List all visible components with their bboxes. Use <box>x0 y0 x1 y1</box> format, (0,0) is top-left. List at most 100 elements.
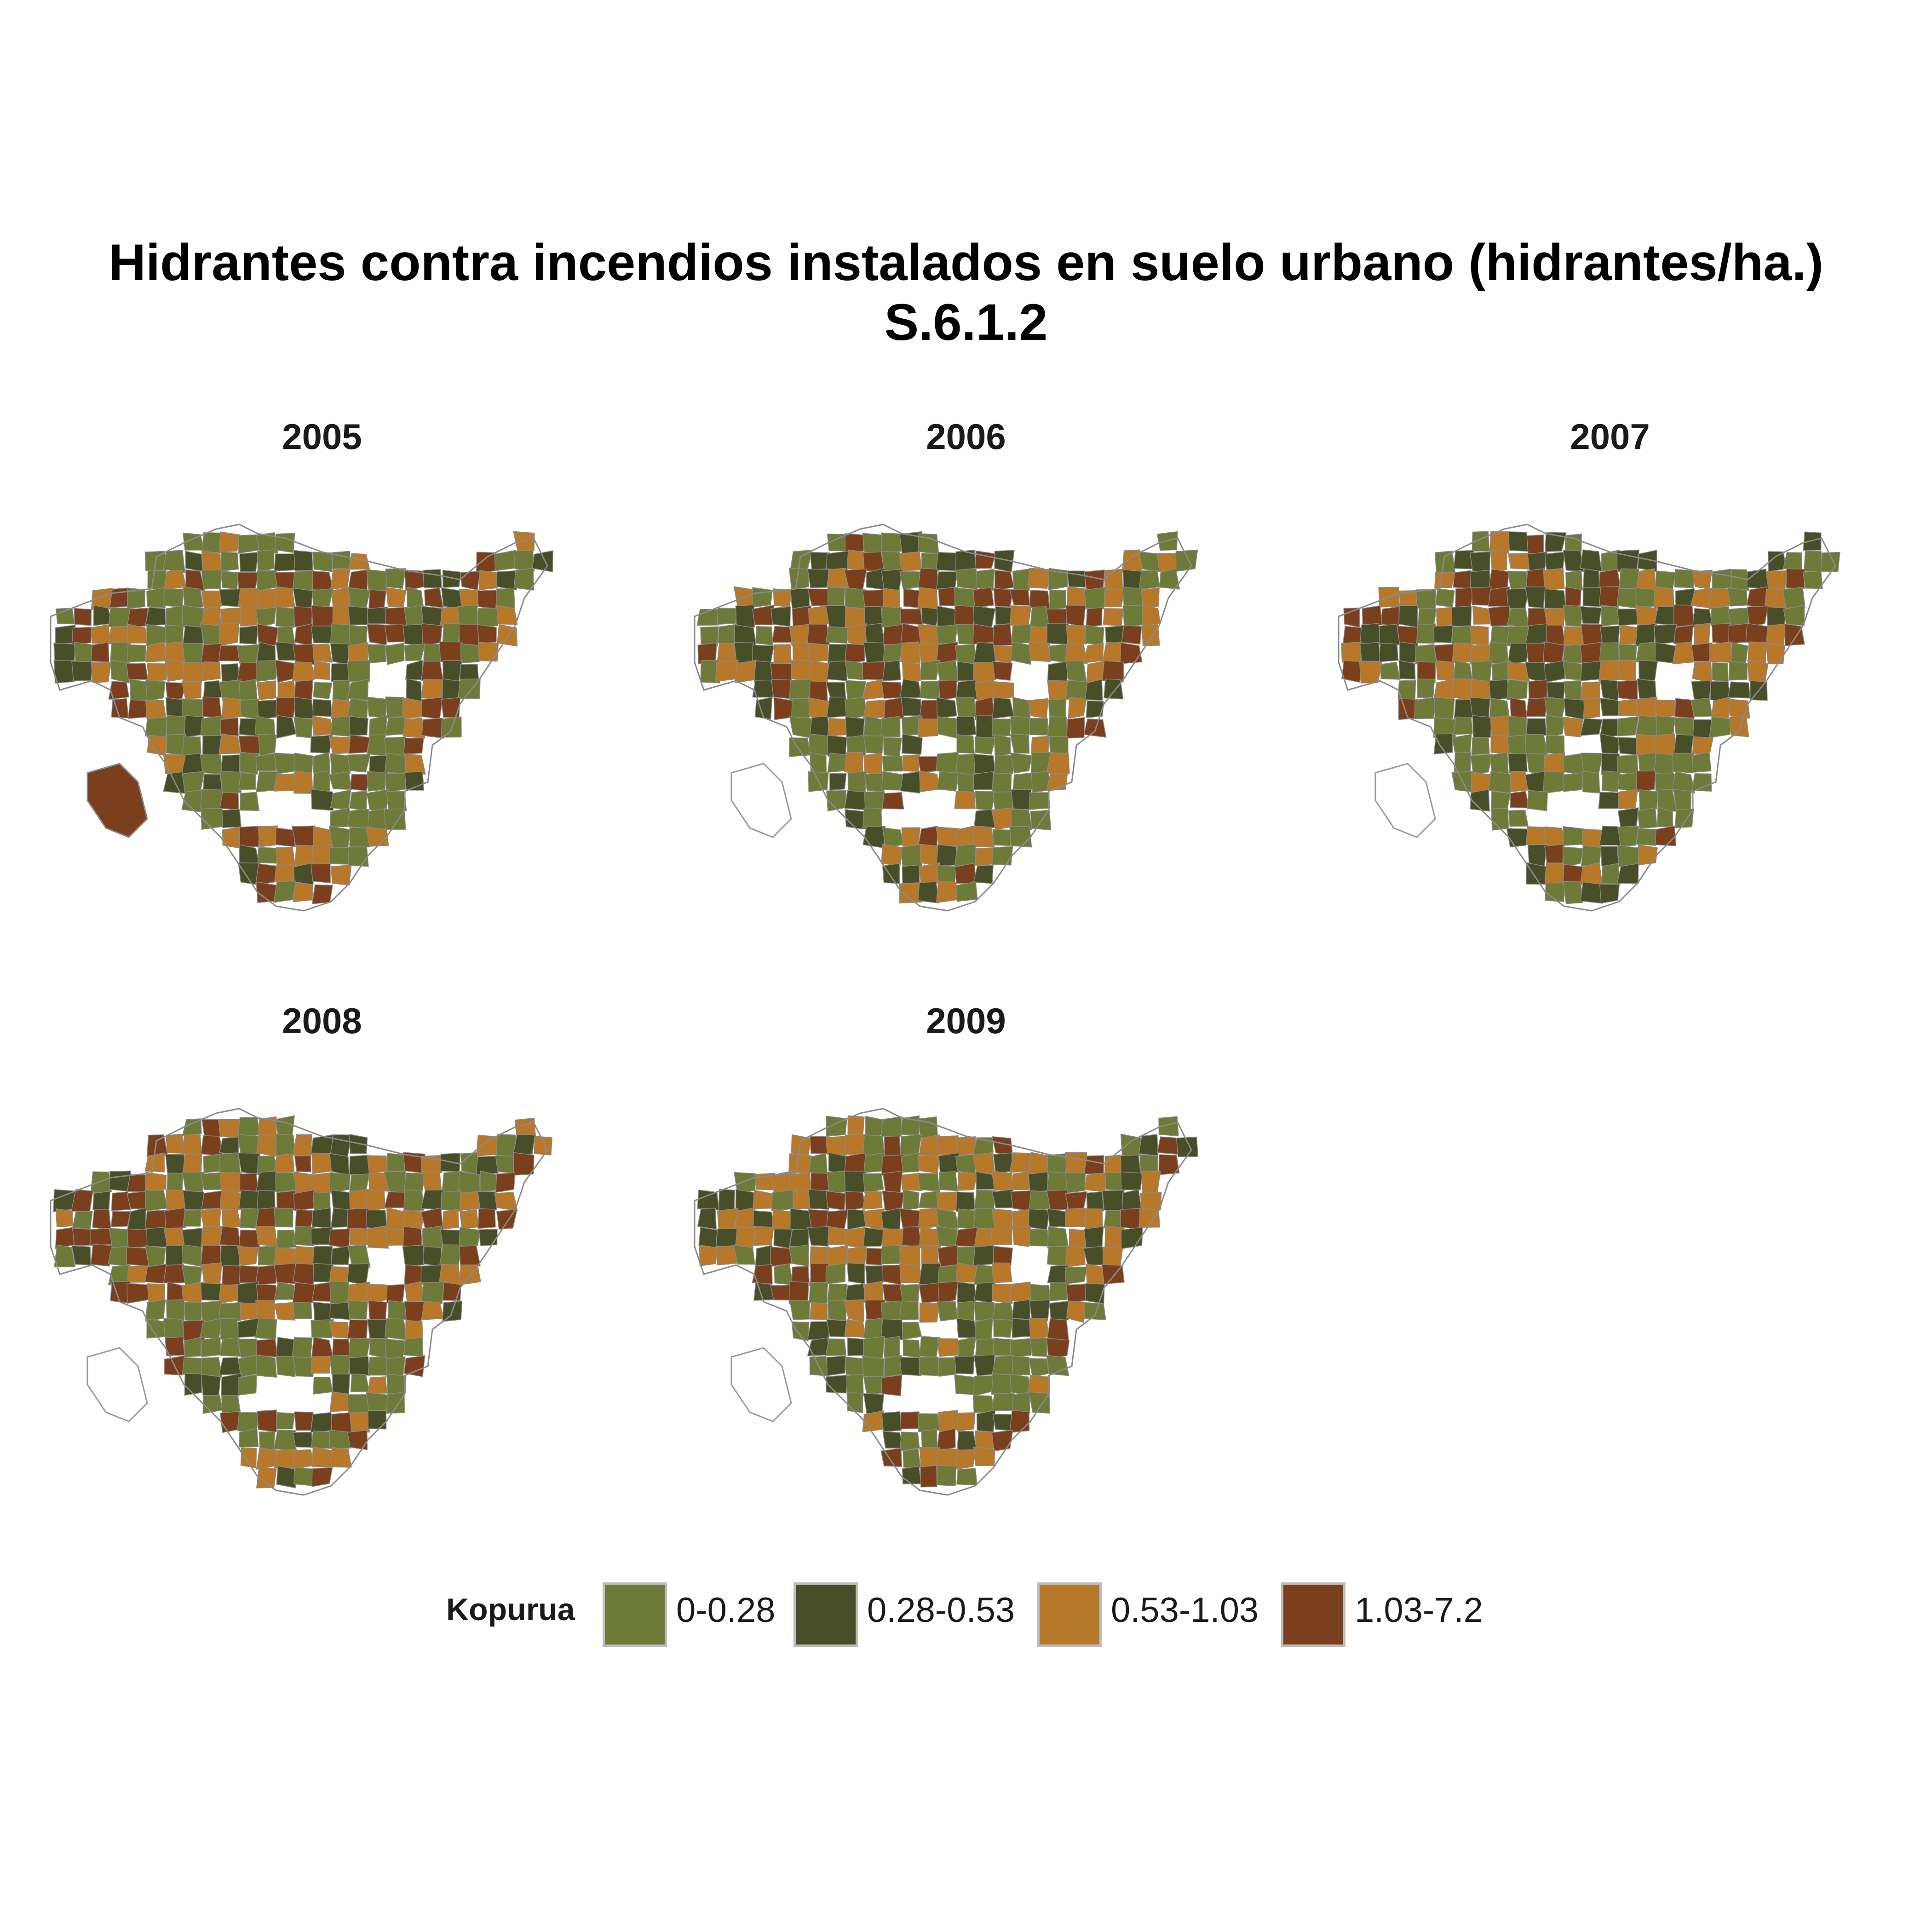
municipality-region <box>936 697 957 719</box>
municipality-region <box>183 1152 202 1173</box>
municipality-region <box>1158 1154 1180 1175</box>
municipality-region <box>1083 1246 1105 1266</box>
municipality-region <box>1012 1225 1032 1247</box>
municipality-region <box>183 586 204 610</box>
municipality-region <box>992 697 1014 719</box>
municipality-region <box>330 568 351 590</box>
municipality-region <box>276 847 296 867</box>
municipality-region <box>1359 623 1382 645</box>
municipality-region <box>1581 770 1600 794</box>
municipality-region <box>1083 642 1104 663</box>
municipality-region <box>127 587 146 610</box>
municipality-region <box>1398 605 1418 628</box>
municipality-region <box>862 661 885 680</box>
municipality-region <box>899 882 923 904</box>
municipality-region <box>825 1263 846 1284</box>
municipality-region <box>1653 586 1674 610</box>
municipality-region <box>257 699 278 720</box>
municipality-region <box>1506 607 1530 628</box>
municipality-region <box>163 549 185 573</box>
municipality-region <box>809 1282 828 1305</box>
municipality-region <box>53 643 76 663</box>
municipality-region <box>1675 808 1694 828</box>
municipality-region <box>367 696 387 719</box>
municipality-region <box>1470 789 1490 812</box>
municipality-region <box>218 733 241 754</box>
municipality-region <box>145 700 167 720</box>
municipality-region <box>881 1411 902 1432</box>
municipality-region <box>791 698 812 719</box>
municipality-region <box>1451 605 1472 627</box>
municipality-region <box>880 1207 901 1230</box>
municipality-region <box>902 733 923 755</box>
municipality-region <box>1653 624 1677 645</box>
municipality-region <box>1379 643 1399 662</box>
municipality-region <box>240 1447 257 1469</box>
municipality-region <box>1617 845 1639 867</box>
municipality-region <box>183 1209 202 1227</box>
municipality-region <box>1544 607 1566 628</box>
municipality-region <box>294 623 313 647</box>
municipality-region <box>1010 605 1032 627</box>
municipality-region <box>328 1228 351 1249</box>
municipality-region <box>200 1172 223 1190</box>
municipality-region <box>1673 789 1692 812</box>
municipality-region <box>1012 1299 1031 1320</box>
municipality-region <box>367 624 387 645</box>
municipality-region <box>1433 625 1454 644</box>
municipality-region <box>219 1225 241 1247</box>
municipality-region <box>348 846 369 867</box>
municipality-region <box>201 807 223 830</box>
municipality-region <box>992 1302 1014 1321</box>
municipality-region <box>789 1228 809 1247</box>
municipality-region <box>826 661 848 681</box>
municipality-region <box>349 1412 370 1433</box>
legend-key-1 <box>603 1582 667 1647</box>
municipality-region <box>1583 698 1600 719</box>
municipality-region <box>972 587 995 609</box>
municipality-region <box>311 1282 332 1302</box>
municipality-region <box>420 661 443 681</box>
municipality-region <box>86 763 148 838</box>
municipality-region <box>460 643 480 663</box>
municipality-region <box>256 1447 278 1470</box>
municipality-region <box>993 1246 1013 1266</box>
municipality-region <box>1580 606 1602 624</box>
municipality-region <box>973 753 996 774</box>
municipality-region <box>1012 772 1033 792</box>
municipality-region <box>385 1339 407 1360</box>
municipality-region <box>1545 882 1565 902</box>
municipality-region <box>256 1466 277 1489</box>
municipality-region <box>955 1449 977 1470</box>
municipality-region <box>1509 697 1528 719</box>
municipality-region <box>293 550 313 571</box>
municipality-region <box>1083 718 1107 738</box>
municipality-region <box>791 1321 810 1341</box>
municipality-region <box>1524 734 1548 755</box>
municipality-region <box>697 1208 717 1230</box>
municipality-region <box>919 770 939 792</box>
municipality-region <box>956 772 974 793</box>
municipality-region <box>238 588 259 609</box>
municipality-region <box>349 716 368 736</box>
municipality-region <box>920 660 940 680</box>
municipality-region <box>1028 1391 1050 1414</box>
municipality-region <box>92 1190 111 1211</box>
municipality-region <box>384 1191 406 1208</box>
municipality-region <box>1175 549 1198 572</box>
municipality-region <box>349 791 368 812</box>
municipality-region <box>108 681 130 700</box>
municipality-region <box>460 571 481 591</box>
municipality-region <box>954 1356 975 1374</box>
municipality-region <box>1526 826 1548 845</box>
municipality-region <box>810 1302 828 1320</box>
municipality-region <box>368 589 386 610</box>
municipality-region <box>1104 625 1124 644</box>
municipality-region <box>1012 1318 1032 1338</box>
municipality-region <box>1009 1152 1031 1173</box>
municipality-region <box>1066 1283 1088 1303</box>
municipality-region <box>1617 660 1636 681</box>
municipality-region <box>1141 587 1160 608</box>
municipality-region <box>237 1281 259 1304</box>
municipality-region <box>1565 586 1581 610</box>
